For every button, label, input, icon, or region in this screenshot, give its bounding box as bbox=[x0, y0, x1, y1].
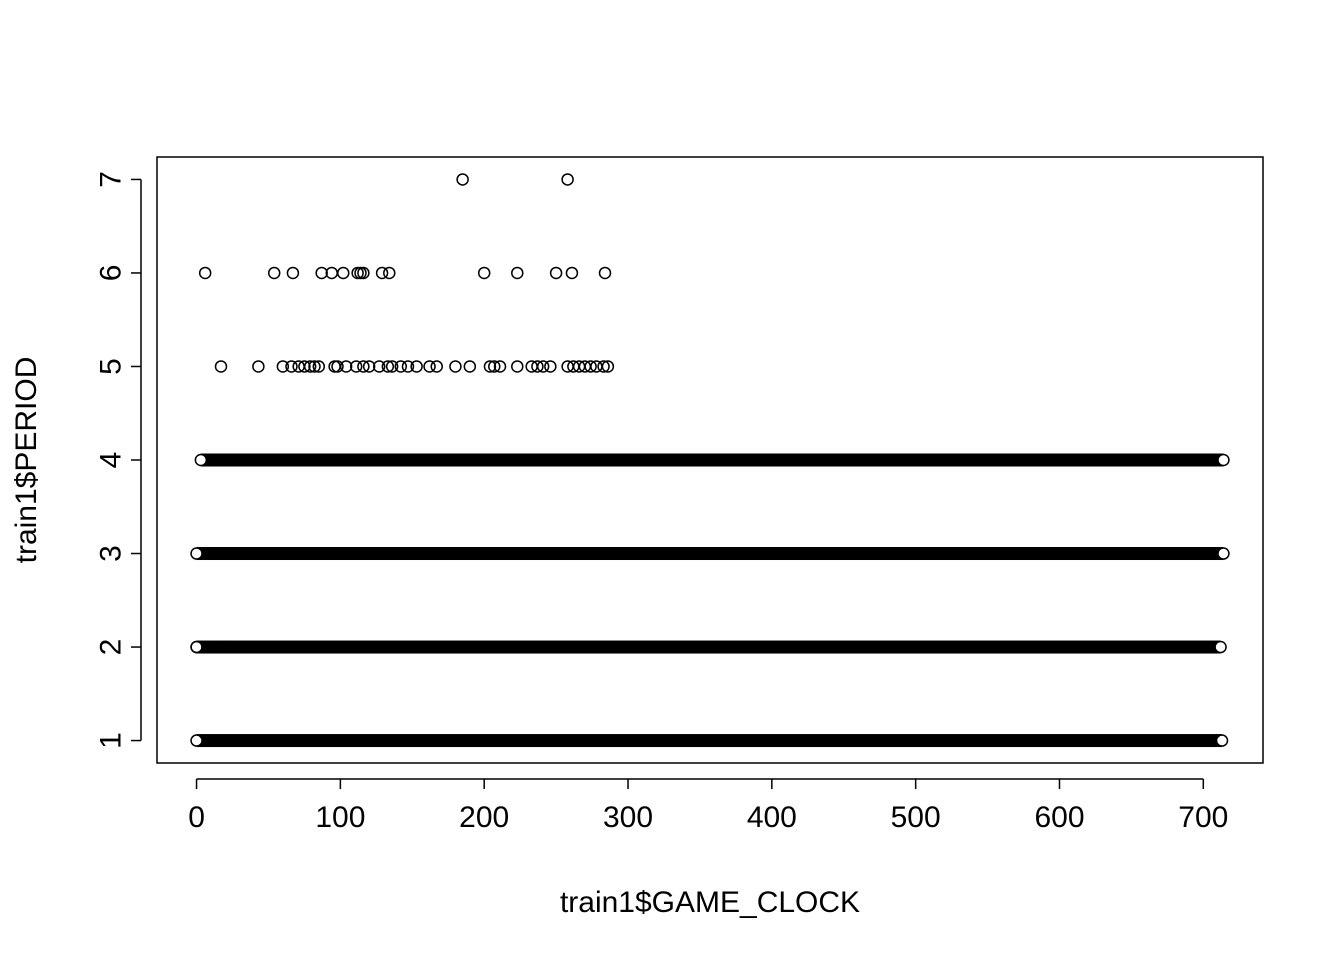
data-point bbox=[221, 640, 235, 654]
data-point bbox=[357, 266, 370, 280]
dense-band-period-2 bbox=[190, 640, 1227, 654]
band-fill bbox=[196, 547, 1224, 561]
x-tick-label: 700 bbox=[1178, 801, 1228, 834]
dense-band-period-3 bbox=[190, 547, 1230, 561]
data-point bbox=[385, 360, 399, 373]
band-start-point bbox=[190, 547, 203, 560]
data-point bbox=[483, 360, 497, 373]
data-point bbox=[285, 360, 298, 373]
data-point bbox=[549, 266, 563, 280]
data-point bbox=[362, 360, 376, 373]
y-axis-title: train1$PERIOD bbox=[10, 357, 43, 564]
data-point bbox=[531, 360, 544, 373]
data-point bbox=[544, 360, 557, 373]
band-end-point bbox=[1215, 734, 1229, 747]
data-point bbox=[511, 266, 524, 280]
x-tick-label: 500 bbox=[891, 801, 941, 834]
data-point bbox=[276, 360, 290, 373]
data-point bbox=[331, 360, 344, 373]
data-point bbox=[312, 360, 326, 373]
x-tick-label: 300 bbox=[603, 801, 653, 834]
y-tick-label: 1 bbox=[95, 732, 128, 749]
data-point bbox=[308, 360, 321, 373]
data-point bbox=[456, 173, 469, 186]
plot-frame bbox=[156, 156, 1264, 764]
y-tick-label: 5 bbox=[95, 358, 128, 375]
x-tick-label: 400 bbox=[747, 801, 797, 834]
data-point bbox=[561, 173, 574, 186]
band-start-point bbox=[190, 734, 203, 747]
data-point bbox=[493, 360, 507, 373]
band-fill bbox=[196, 640, 1221, 654]
band-fill bbox=[196, 734, 1223, 748]
data-point bbox=[349, 360, 363, 373]
data-point bbox=[267, 266, 281, 280]
data-point bbox=[488, 360, 501, 373]
x-tick-label: 200 bbox=[459, 801, 509, 834]
y-tick-label: 7 bbox=[95, 171, 128, 188]
band-start-point bbox=[194, 453, 208, 467]
data-point bbox=[339, 360, 353, 373]
y-tick-label: 4 bbox=[95, 452, 128, 469]
data-point bbox=[463, 360, 477, 373]
data-point bbox=[449, 360, 462, 373]
data-point bbox=[198, 266, 212, 280]
data-point bbox=[375, 266, 389, 280]
band-end-point bbox=[1217, 453, 1230, 467]
data-point bbox=[216, 640, 229, 654]
data-point bbox=[430, 360, 443, 373]
band-end-point bbox=[1214, 640, 1227, 654]
data-point bbox=[298, 360, 311, 373]
data-points bbox=[190, 173, 615, 654]
data-point bbox=[214, 360, 228, 373]
y-tick-label: 2 bbox=[95, 639, 128, 656]
data-point bbox=[303, 360, 317, 373]
y-tick-label: 6 bbox=[95, 265, 128, 282]
data-point bbox=[372, 360, 386, 373]
x-axis: 0 100 200 300 400 500 600 700 bbox=[188, 778, 1228, 834]
data-point bbox=[315, 266, 328, 280]
x-tick-label: 100 bbox=[315, 801, 365, 834]
band-fill bbox=[200, 453, 1224, 467]
data-point bbox=[190, 640, 203, 654]
x-tick-label: 600 bbox=[1034, 801, 1084, 834]
x-axis-title: train1$GAME_CLOCK bbox=[560, 886, 860, 919]
dense-band-period-4 bbox=[194, 453, 1230, 467]
dense-bands bbox=[190, 453, 1230, 748]
data-point bbox=[394, 360, 408, 373]
data-point bbox=[598, 266, 612, 280]
dense-band-period-1 bbox=[190, 734, 1229, 748]
data-point bbox=[584, 360, 597, 373]
data-point bbox=[477, 266, 491, 280]
data-point bbox=[511, 360, 524, 373]
data-point bbox=[601, 360, 615, 373]
data-point bbox=[536, 360, 550, 373]
data-point bbox=[252, 360, 265, 373]
data-point bbox=[383, 266, 396, 280]
data-point bbox=[401, 360, 415, 373]
y-axis: 1 2 3 4 5 6 7 bbox=[95, 171, 142, 749]
data-point bbox=[565, 266, 579, 280]
data-point bbox=[357, 360, 370, 373]
data-point bbox=[286, 266, 300, 280]
data-point bbox=[423, 360, 436, 373]
x-tick-label: 0 bbox=[188, 801, 205, 834]
data-point bbox=[410, 360, 423, 373]
y-tick-label: 3 bbox=[95, 545, 128, 562]
band-end-point bbox=[1217, 547, 1230, 560]
data-point bbox=[337, 266, 350, 280]
data-point bbox=[597, 360, 610, 373]
data-point bbox=[381, 360, 395, 373]
